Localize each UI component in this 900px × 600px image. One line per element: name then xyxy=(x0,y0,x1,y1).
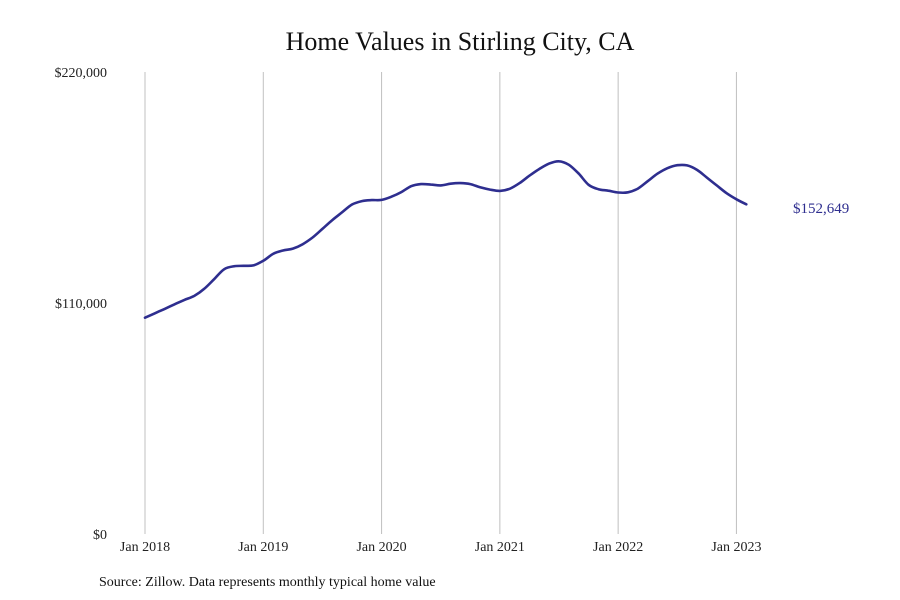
y-tick-label: $220,000 xyxy=(55,66,108,81)
series-line-home-value xyxy=(143,159,748,319)
y-tick-label: $0 xyxy=(93,528,107,543)
vertical-gridlines xyxy=(144,72,737,534)
x-tick-label: Jan 2020 xyxy=(356,540,406,555)
x-tick-label: Jan 2022 xyxy=(593,540,643,555)
y-axis-ticks: $0 $110,000 $220,000 xyxy=(55,66,108,543)
x-tick-label: Jan 2019 xyxy=(238,540,288,555)
x-tick-label: Jan 2023 xyxy=(711,540,761,555)
x-tick-label: Jan 2021 xyxy=(475,540,525,555)
y-tick-label: $110,000 xyxy=(55,297,107,312)
x-tick-label: Jan 2018 xyxy=(120,540,170,555)
chart-title: Home Values in Stirling City, CA xyxy=(286,27,635,56)
source-note: Source: Zillow. Data represents monthly … xyxy=(99,575,436,590)
last-value-label: $152,649 xyxy=(793,201,849,217)
x-axis-ticks: Jan 2018 Jan 2019 Jan 2020 Jan 2021 Jan 2022… xyxy=(120,540,762,555)
